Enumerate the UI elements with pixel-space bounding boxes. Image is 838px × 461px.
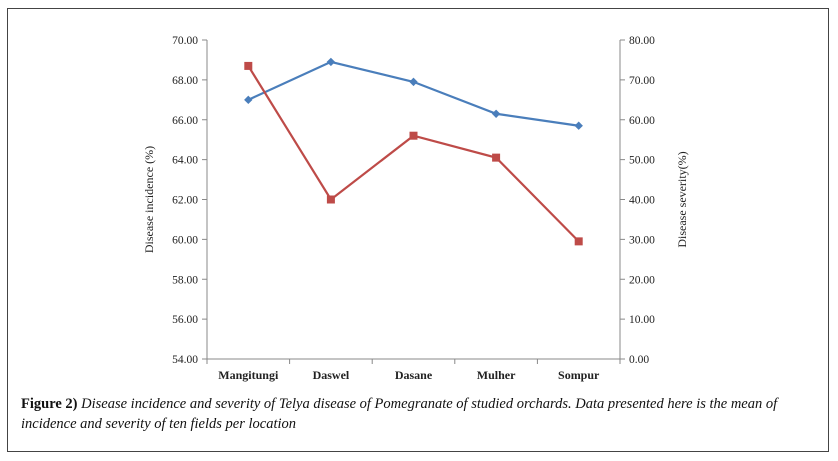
series-line-2 [247, 65, 580, 243]
x-category-label: Dasane [395, 368, 433, 382]
left-tick-label: 68.00 [172, 75, 198, 87]
figure-frame [7, 8, 829, 452]
left-tick-label: 60.00 [172, 234, 198, 246]
right-tick-label: 40.00 [629, 195, 655, 207]
right-tick-label: 60.00 [629, 115, 655, 127]
x-category-label: Sompur [558, 368, 600, 382]
right-tick-label: 20.00 [629, 274, 655, 286]
right-axis-title: Disease severity(%) [675, 151, 689, 247]
right-tick-label: 70.00 [629, 75, 655, 87]
series-2-point [574, 237, 583, 246]
x-category-label: Mangitungi [218, 368, 279, 382]
figure-label: Figure 2) [21, 396, 78, 412]
right-tick-label: 30.00 [629, 234, 655, 246]
left-tick-label: 56.00 [172, 314, 198, 326]
right-tick-label: 0.00 [629, 354, 649, 366]
left-tick-label: 70.00 [172, 35, 198, 47]
series-2-point [326, 195, 335, 204]
series-line-1 [247, 60, 579, 127]
right-tick-label: 50.00 [629, 155, 655, 167]
right-tick-label: 80.00 [629, 35, 655, 47]
left-tick-label: 54.00 [172, 354, 198, 366]
series-2-point [244, 61, 253, 70]
series-2-point [409, 131, 418, 140]
left-tick-label: 58.00 [172, 274, 198, 286]
caption-text: Disease incidence and severity of Telya … [21, 396, 778, 432]
series-2-point [492, 153, 501, 162]
series-1-point [409, 77, 418, 87]
left-tick-label: 62.00 [172, 195, 198, 207]
left-tick-label: 64.00 [172, 155, 198, 167]
left-axis-title: Disease incidence (%) [142, 146, 156, 253]
x-category-label: Daswel [313, 368, 350, 382]
left-tick-label: 66.00 [172, 115, 198, 127]
series-1-point [491, 109, 501, 118]
series-1-point [574, 121, 583, 130]
right-tick-label: 10.00 [629, 314, 655, 326]
x-category-label: Mulher [477, 368, 516, 382]
series-1-point [326, 57, 336, 67]
figure-caption: Figure 2) Disease incidence and severity… [21, 394, 821, 434]
series-1-point [244, 95, 253, 105]
